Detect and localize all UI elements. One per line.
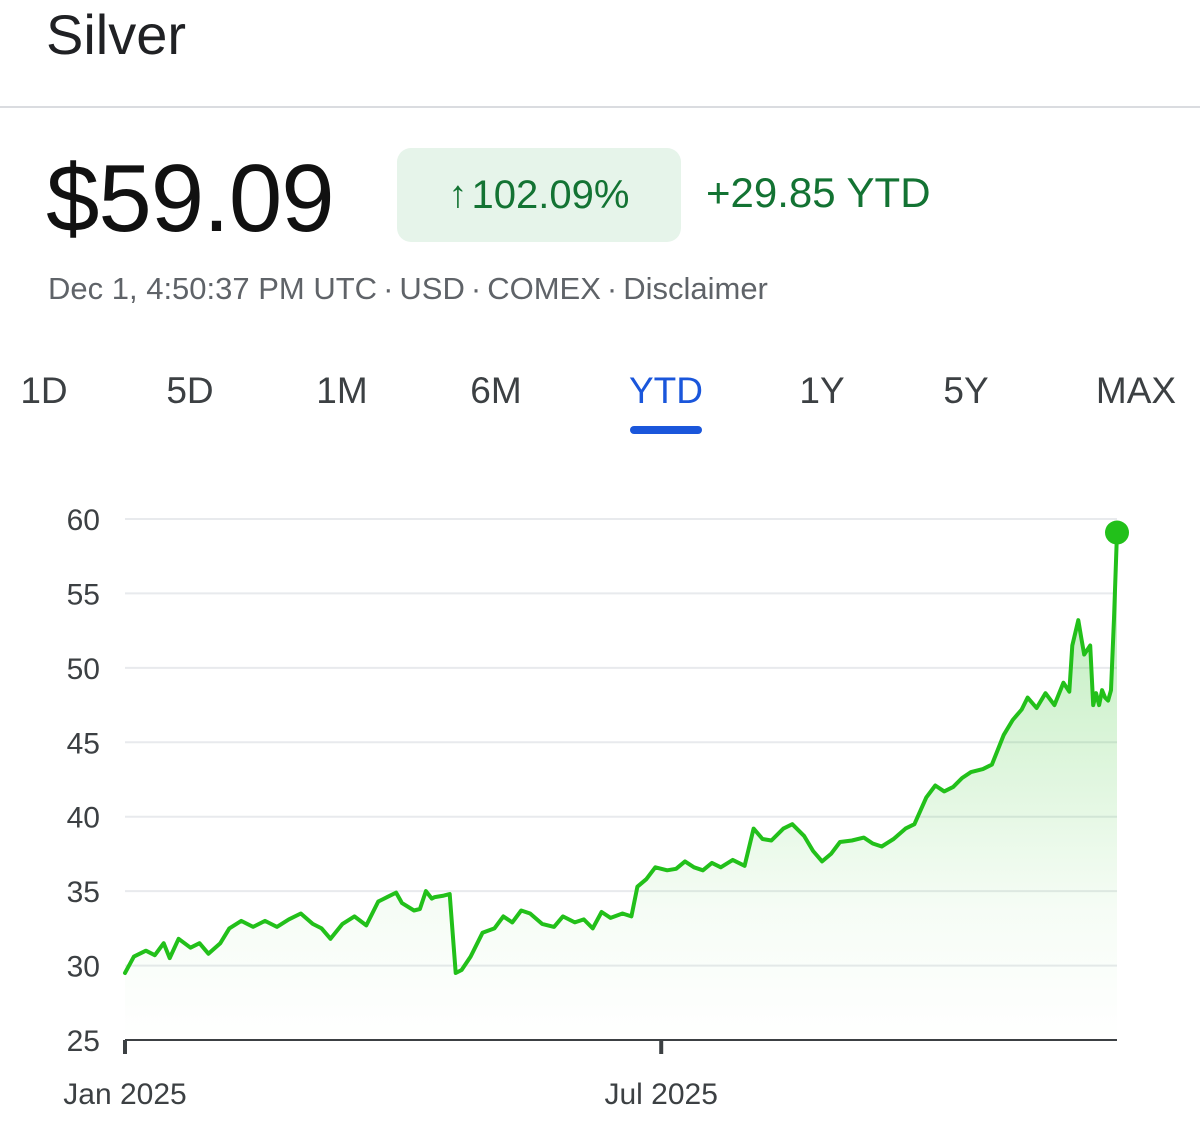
y-tick-label: 60 xyxy=(67,504,100,537)
header-divider xyxy=(0,106,1200,108)
x-tick-label: Jul 2025 xyxy=(604,1078,717,1111)
current-price: $59.09 xyxy=(46,145,335,252)
y-tick-label: 30 xyxy=(67,951,100,984)
price-chart: 60 55 50 45 40 35 30 25 Jan 2025 Jul 2025 xyxy=(63,504,1129,1111)
y-tick-label: 40 xyxy=(67,802,100,835)
latest-price-marker xyxy=(1105,520,1129,545)
meta-separator: · xyxy=(470,271,482,306)
quote-meta: Dec 1, 4:50:37 PM UTC · USD · COMEX · Disclaim… xyxy=(48,270,768,307)
quote-currency: USD xyxy=(399,271,465,306)
meta-separator: · xyxy=(383,271,394,306)
range-tabs: 1D 5D 1M 6M YTD 1Y 5Y MAX xyxy=(0,370,1200,440)
tab-5d[interactable]: 5D xyxy=(166,370,214,411)
y-tick-label: 55 xyxy=(67,578,100,611)
tab-1y[interactable]: 1Y xyxy=(799,370,845,411)
y-tick-label: 50 xyxy=(67,653,100,686)
y-tick-label: 45 xyxy=(67,727,100,760)
active-tab-indicator xyxy=(630,426,702,434)
tab-1d[interactable]: 1D xyxy=(20,370,68,411)
tab-ytd[interactable]: YTD xyxy=(629,370,703,411)
tab-5y[interactable]: 5Y xyxy=(943,370,989,411)
y-tick-label: 35 xyxy=(67,876,100,909)
absolute-change: +29.85 YTD xyxy=(706,169,931,216)
y-tick-label: 25 xyxy=(67,1025,100,1058)
disclaimer-link[interactable]: Disclaimer xyxy=(623,271,768,306)
asset-title: Silver xyxy=(46,3,187,66)
quote-exchange: COMEX xyxy=(487,271,601,306)
tab-max[interactable]: MAX xyxy=(1095,370,1177,411)
x-tick-label: Jan 2025 xyxy=(63,1078,186,1111)
tab-6m[interactable]: 6M xyxy=(470,370,522,411)
quote-timestamp: Dec 1, 4:50:37 PM UTC xyxy=(48,271,378,306)
percent-change-value: 102.09% xyxy=(471,172,630,217)
meta-separator: · xyxy=(606,271,618,306)
price-line xyxy=(123,530,1119,975)
arrow-up-icon: ↑ xyxy=(448,173,468,216)
tab-1m[interactable]: 1M xyxy=(316,370,368,411)
price-area-fill xyxy=(125,532,1117,1040)
percent-change-badge: ↑ 102.09% xyxy=(397,148,681,242)
